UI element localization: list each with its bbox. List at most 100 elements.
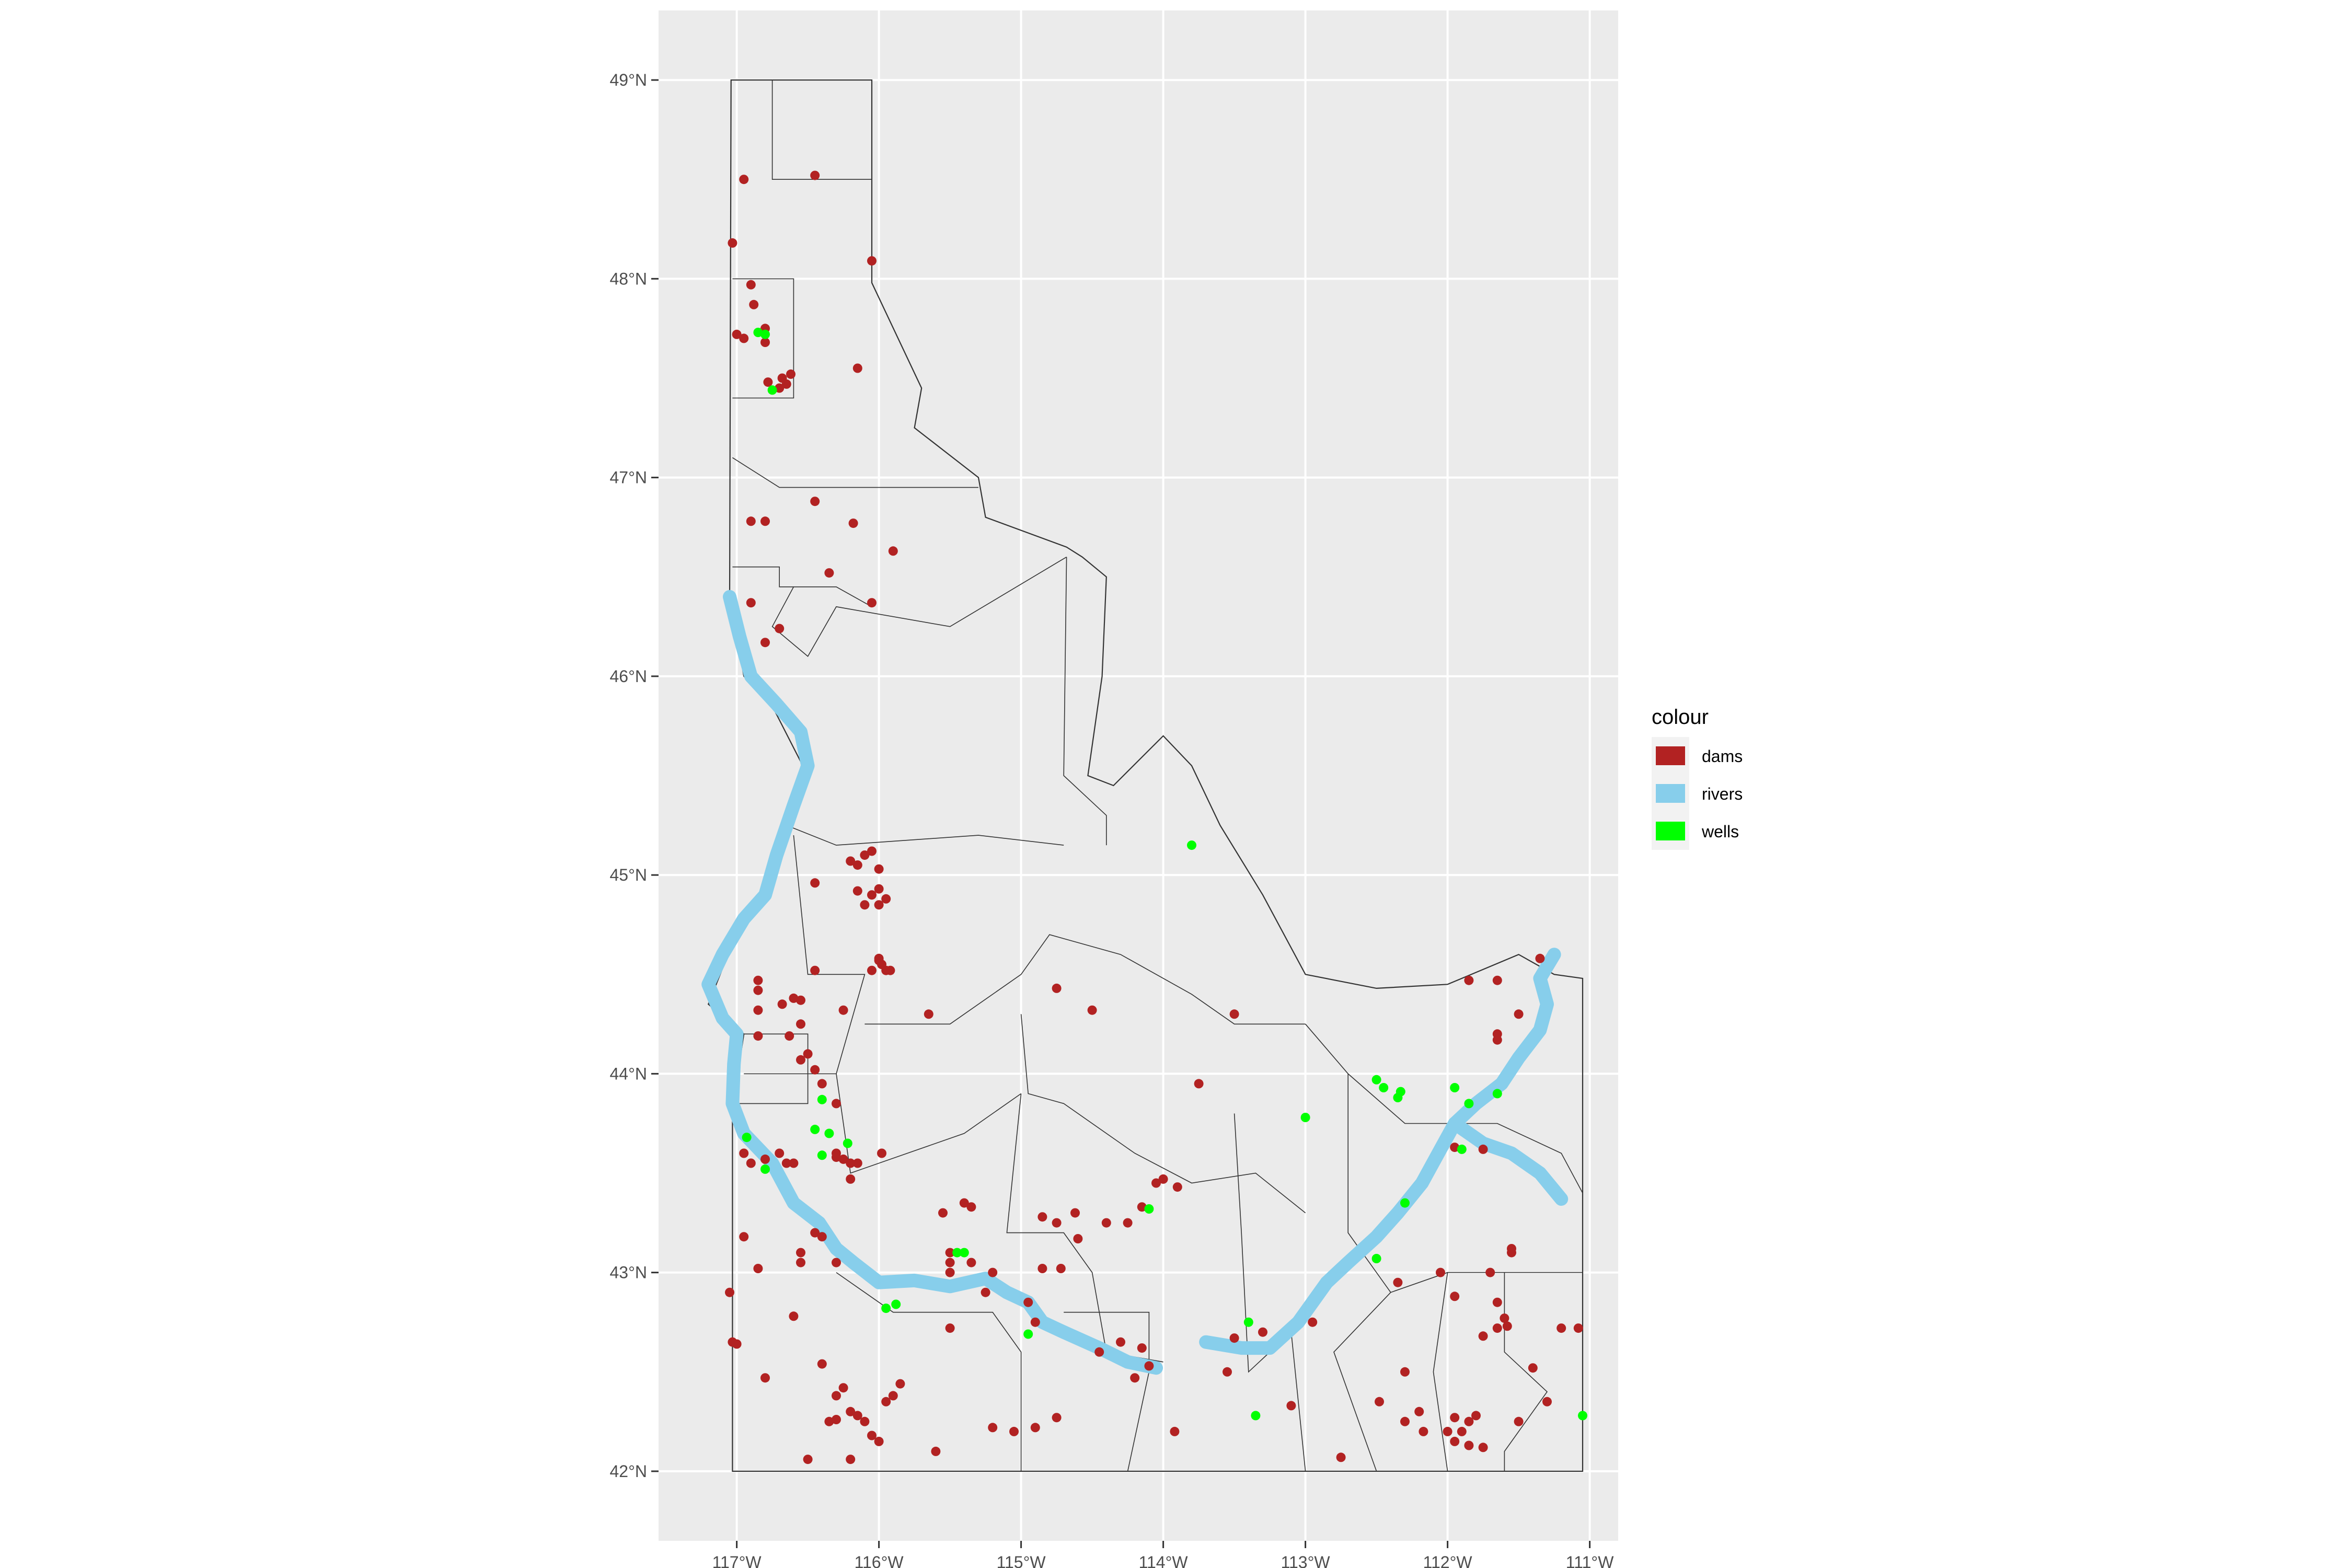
dam-point [753, 1031, 763, 1041]
dam-point [1414, 1406, 1424, 1416]
dam-point [867, 256, 877, 266]
county-line-6 [1063, 557, 1107, 846]
dam-point [874, 864, 884, 874]
axes: 117°W 116°W 115°W 114°W 113°W 112°W 111°W 42°N 4… [610, 71, 1615, 1568]
dam-point [1400, 1416, 1410, 1426]
river-2 [1448, 1116, 1569, 1206]
dam-point [852, 1158, 862, 1168]
dam-point [786, 369, 795, 379]
x-tick-label-3: 114°W [1139, 1553, 1189, 1568]
dam-point [789, 1158, 799, 1168]
state-and-county-boundaries [707, 79, 1584, 1472]
county-line-7 [744, 835, 866, 1075]
rivers-layer [701, 590, 1569, 1375]
county-line-11 [1020, 1014, 1306, 1214]
dam-point [775, 1148, 785, 1158]
dam-point [1464, 975, 1474, 985]
dam-point [817, 1359, 827, 1369]
dam-point [753, 985, 763, 995]
dam-point [1557, 1323, 1566, 1333]
dam-point [1514, 1009, 1524, 1019]
dam-point [746, 516, 756, 526]
dam-point [1478, 1443, 1488, 1452]
county-line-5 [786, 825, 1064, 846]
legend-key-rivers [1656, 784, 1685, 803]
dam-point [846, 1174, 856, 1184]
dam-point [938, 1208, 948, 1218]
dam-point [1094, 1347, 1104, 1357]
dam-point [1419, 1426, 1428, 1436]
well-point [1396, 1087, 1405, 1097]
well-point [810, 1124, 820, 1134]
dam-point [1158, 1174, 1168, 1184]
dam-point [1443, 1426, 1452, 1436]
dam-point [846, 856, 856, 866]
dam-point [763, 377, 773, 387]
dam-point [1030, 1423, 1040, 1433]
dam-point [1030, 1317, 1040, 1327]
dam-point [1400, 1367, 1410, 1377]
dam-point [824, 1416, 834, 1426]
dam-point [796, 995, 805, 1005]
dam-point [1528, 1363, 1538, 1373]
county-line-2 [732, 457, 978, 488]
dam-point [1023, 1297, 1033, 1307]
dam-point [860, 850, 870, 860]
dam-point [732, 1339, 742, 1349]
wells-layer [742, 328, 1587, 1421]
dam-point [1492, 1029, 1502, 1039]
dam-point [810, 878, 820, 888]
dam-point [746, 598, 756, 608]
dam-point [1535, 953, 1545, 963]
well-point [1023, 1329, 1033, 1339]
well-point [1379, 1083, 1389, 1092]
dam-point [760, 1373, 770, 1383]
dam-point [817, 1079, 827, 1089]
dam-point [1478, 1144, 1488, 1154]
dam-point [1229, 1333, 1239, 1343]
dam-point [728, 238, 737, 248]
dam-point [852, 886, 862, 896]
well-point [760, 1164, 770, 1174]
well-point [1251, 1411, 1261, 1421]
well-point [1371, 1254, 1381, 1263]
dam-point [1052, 983, 1062, 993]
dam-point [838, 1154, 848, 1164]
legend-label-dams: dams [1702, 747, 1743, 766]
dam-point [1229, 1009, 1239, 1019]
dam-point [1101, 1218, 1111, 1228]
dam-point [817, 1232, 827, 1242]
dam-point [888, 1391, 898, 1401]
dam-point [1375, 1397, 1384, 1406]
dam-point [966, 1258, 976, 1267]
x-tick-label-6: 111°W [1566, 1553, 1614, 1568]
dam-point [732, 329, 742, 339]
dam-point [874, 1436, 884, 1446]
dam-point [1052, 1413, 1062, 1423]
dam-point [760, 516, 770, 526]
dam-point [760, 338, 770, 347]
dam-point [1073, 1234, 1083, 1243]
x-tick-label-0: 117°W [712, 1553, 762, 1568]
well-point [959, 1248, 969, 1258]
dam-point [867, 598, 877, 608]
dam-point [1087, 1005, 1097, 1015]
dam-point [846, 1158, 856, 1168]
legend: colour dams rivers wells [1652, 706, 1743, 850]
well-point [1187, 840, 1196, 850]
dam-point [860, 900, 870, 910]
dam-point [1471, 1411, 1481, 1421]
dam-point [1037, 1212, 1047, 1222]
dam-point [1464, 1416, 1474, 1426]
dam-point [1393, 1277, 1403, 1287]
legend-label-rivers: rivers [1702, 785, 1743, 803]
dam-point [1009, 1426, 1019, 1436]
dam-point [885, 965, 895, 975]
well-point [1300, 1113, 1310, 1122]
y-tick-label-5: 47°N [610, 468, 648, 487]
dam-point [1485, 1267, 1495, 1277]
dam-point [966, 1202, 976, 1212]
dam-point [1336, 1452, 1346, 1462]
dam-point [775, 624, 785, 633]
well-point [891, 1299, 901, 1309]
